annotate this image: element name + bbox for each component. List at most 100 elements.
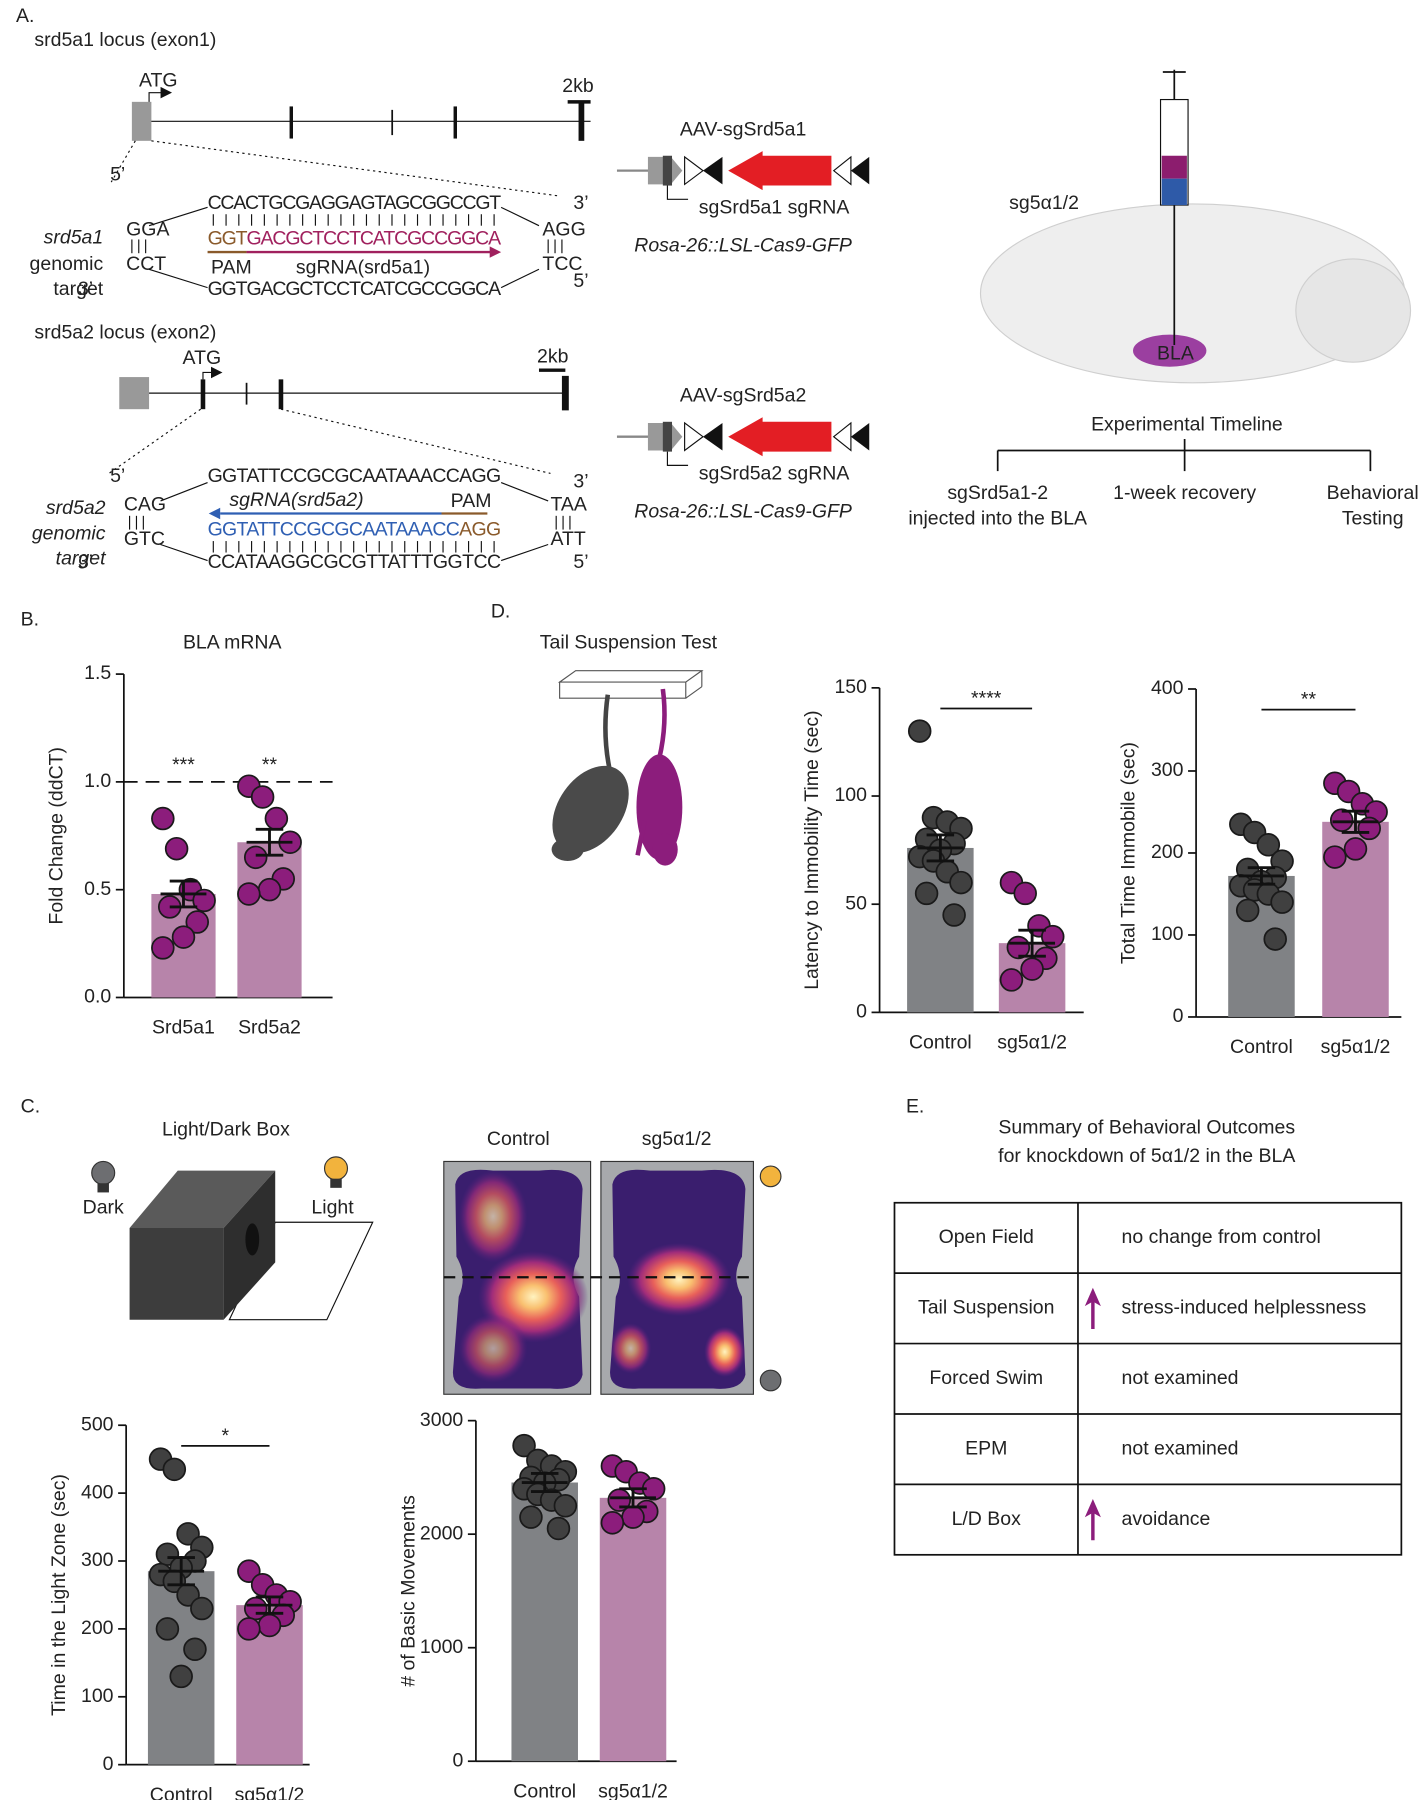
x-tick-label: sg5α1/2: [997, 1032, 1067, 1054]
bulb-label: Dark: [83, 1197, 124, 1219]
strand-link: [148, 206, 208, 227]
table-cell: EPM: [965, 1437, 1007, 1459]
x-tick-label: Srd5a2: [238, 1017, 301, 1039]
table-cell: Forced Swim: [929, 1367, 1043, 1389]
syringe-purple: [1161, 155, 1187, 179]
x-tick-label: sg5α1/2: [598, 1780, 668, 1800]
exon: [131, 101, 152, 141]
target-label: target: [53, 278, 103, 300]
bar-top: [557, 670, 704, 683]
y-axis-label: Latency to Immobility Time (sec): [801, 710, 823, 989]
strand-link: [160, 543, 208, 562]
cas9-arrow: [728, 417, 832, 457]
chart-title: BLA mRNA: [183, 631, 282, 653]
data-point: [155, 1617, 180, 1641]
table-cell: no change from control: [1122, 1226, 1321, 1248]
significance: **: [262, 754, 278, 776]
increase-arrow-head: [1084, 1498, 1101, 1518]
panel-title: Tail Suspension Test: [540, 631, 718, 653]
data-point: [1013, 881, 1037, 906]
loxp-solid: [850, 156, 870, 185]
data-point: [949, 870, 973, 895]
y-tick-label: 3000: [420, 1409, 464, 1431]
locus-title: srd5a1 locus (exon1): [34, 29, 216, 51]
data-point: [621, 1505, 645, 1529]
timeline-step: sgSrd5a1-2: [947, 482, 1048, 504]
colored-sequence: GGTATTCCGCGCAATAAACCAGG: [208, 519, 502, 541]
sgrna-label: sgRNA(srd5a1): [296, 256, 430, 278]
target-label: srd5a2: [46, 497, 106, 519]
data-point: [183, 1637, 207, 1662]
flank-seq: ATT: [550, 528, 585, 550]
y-tick-label: 150: [834, 676, 867, 698]
dark-bulb: [759, 1369, 782, 1392]
target-label: genomic: [32, 522, 106, 544]
summary-table-frame: [893, 1201, 1403, 1556]
arrow-head: [211, 366, 223, 379]
x-tick-label: Control: [150, 1784, 213, 1800]
sgrna-label: sgRNA(srd5a2): [229, 489, 363, 511]
loxp-open: [832, 155, 852, 186]
cas9-arrow: [728, 151, 832, 191]
heat-spot: [458, 1313, 528, 1383]
zoom-line: [151, 140, 559, 197]
light-dark-box: [91, 1156, 374, 1321]
y-tick-label: 400: [81, 1481, 114, 1503]
mouse-line: Rosa-26::LSL-Cas9-GFP: [634, 234, 852, 256]
exon: [119, 377, 150, 410]
y-tick-label: 400: [1151, 677, 1184, 699]
y-tick-label: 2000: [420, 1522, 464, 1544]
heat-spot: [627, 1242, 731, 1317]
zoom-line: [108, 408, 202, 474]
bar: [237, 842, 302, 998]
colored-sequence: GGTGACGCTCCTCATCGCCGGCA: [208, 228, 502, 250]
data-point: [546, 1516, 571, 1541]
heat-spot: [458, 1170, 528, 1263]
y-axis-label: Fold Change (ddCT): [45, 747, 67, 925]
u6: [662, 421, 673, 452]
leader: [666, 185, 689, 200]
x-tick-label: Control: [909, 1032, 972, 1054]
bulb-base: [330, 1178, 342, 1188]
x-tick-label: sg5α1/2: [1321, 1036, 1391, 1058]
panel-label: D.: [491, 600, 511, 622]
heat-spot: [610, 1323, 652, 1374]
y-tick-label: 200: [81, 1617, 114, 1639]
strand-link: [500, 268, 540, 289]
heatmaps: [443, 1160, 782, 1395]
table-title: for knockdown of 5α1/2 in the BLA: [998, 1145, 1295, 1167]
light-bulb: [323, 1156, 349, 1181]
data-point: [257, 877, 282, 902]
y-tick-label: 0: [452, 1749, 463, 1771]
heatmap-label: sg5α1/2: [642, 1128, 712, 1150]
data-point: [1270, 890, 1294, 914]
significance: *: [222, 1425, 230, 1447]
data-point: [169, 1664, 193, 1689]
data-point: [237, 1617, 261, 1641]
data-point: [1323, 845, 1347, 869]
strand-end: 3’: [573, 471, 588, 493]
zoom-line: [280, 408, 551, 474]
data-point: [237, 882, 261, 906]
flank-seq: CAG: [124, 494, 166, 516]
y-tick-label: 500: [81, 1413, 114, 1435]
table-cell: avoidance: [1122, 1508, 1211, 1530]
sgrna-label: sgSrd5a1 sgRNA: [699, 197, 850, 219]
loxp-open: [684, 421, 704, 452]
sgrna-label: sgSrd5a2 sgRNA: [699, 463, 850, 485]
mouse-line: Rosa-26::LSL-Cas9-GFP: [634, 501, 852, 523]
data-point: [243, 845, 268, 870]
significance: ***: [172, 754, 195, 776]
strand-link: [500, 206, 540, 227]
loxp-solid: [850, 422, 870, 451]
data-point: [1263, 927, 1287, 951]
flank-seq: GGA: [126, 218, 169, 240]
bulb-base: [97, 1183, 109, 1193]
mouse-body: [552, 765, 629, 853]
x-tick-label: Control: [1230, 1036, 1293, 1058]
construct-title: AAV-sgSrd5a2: [680, 385, 806, 407]
construct-title: AAV-sgSrd5a1: [680, 119, 806, 141]
table-cell: stress-induced helplessness: [1122, 1297, 1367, 1319]
data-point: [171, 925, 196, 949]
